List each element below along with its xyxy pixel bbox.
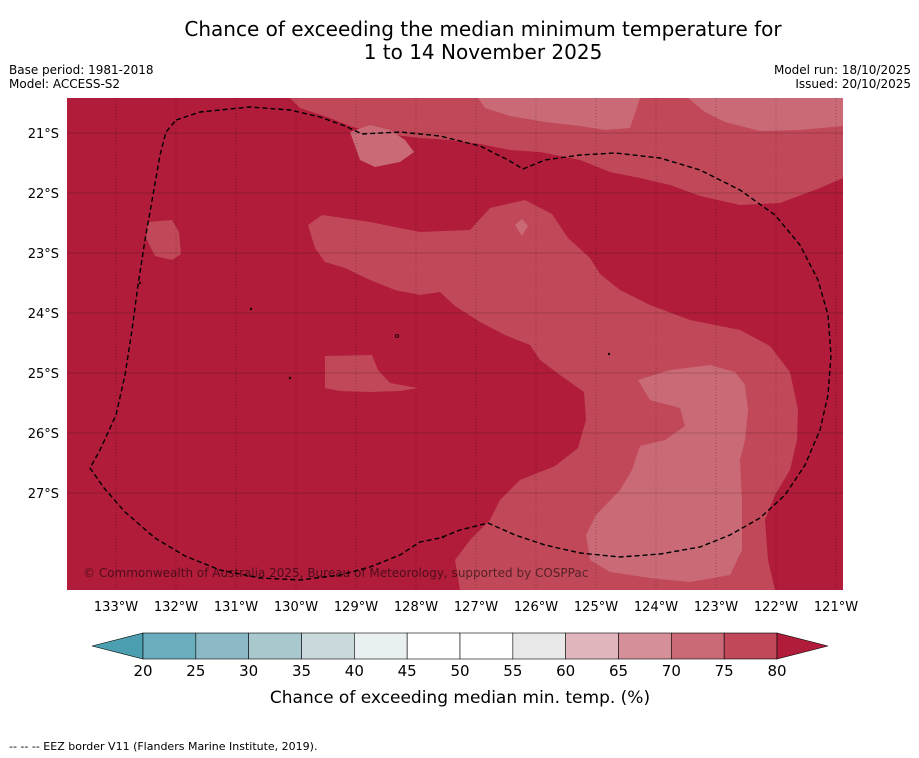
colorbar-tick-label: 70 <box>662 662 681 680</box>
colorbar-cell <box>354 632 408 660</box>
lat-label: 24°S <box>28 307 59 322</box>
colorbar-low-extend <box>91 632 144 660</box>
meta-right: Model run: 18/10/2025 Issued: 20/10/2025 <box>774 63 911 91</box>
colorbar-cells <box>142 632 778 660</box>
lon-label: 125°W <box>574 600 618 615</box>
colorbar-tick-label: 20 <box>133 662 152 680</box>
title-line-1: Chance of exceeding the median minimum t… <box>184 17 782 41</box>
lon-label: 133°W <box>94 600 138 615</box>
contour-layers <box>67 98 843 590</box>
colorbar-label: Chance of exceeding median min. temp. (%… <box>270 688 650 708</box>
colorbar-cell <box>512 632 566 660</box>
lat-label: 21°S <box>28 127 59 142</box>
colorbar-tick-label: 55 <box>503 662 522 680</box>
colorbar-tick-label: 45 <box>398 662 417 680</box>
longitude-labels: 133°W 132°W 131°W 130°W 129°W 128°W 127°… <box>94 600 858 615</box>
lon-label: 124°W <box>634 600 678 615</box>
chart-title: Chance of exceeding the median minimum t… <box>0 18 919 64</box>
colorbar-cell <box>671 632 725 660</box>
lon-label: 130°W <box>274 600 318 615</box>
lon-label: 128°W <box>394 600 438 615</box>
colorbar-cell <box>565 632 619 660</box>
title-line-2: 1 to 14 November 2025 <box>363 40 603 64</box>
lon-label: 132°W <box>154 600 198 615</box>
lat-label: 25°S <box>28 367 59 382</box>
lon-label: 123°W <box>694 600 738 615</box>
colorbar-tick-label: 50 <box>450 662 469 680</box>
lon-label: 126°W <box>514 600 558 615</box>
contour-band-75-80-patch-west <box>146 220 181 260</box>
copyright-watermark: © Commonwealth of Australia 2025, Bureau… <box>83 566 588 580</box>
colorbar-cell <box>301 632 355 660</box>
colorbar-tick-label: 60 <box>556 662 575 680</box>
eez-border <box>89 106 832 581</box>
lon-label: 122°W <box>754 600 798 615</box>
lon-label: 127°W <box>454 600 498 615</box>
latitude-labels: 21°S 22°S 23°S 24°S 25°S 26°S 27°S <box>28 127 59 502</box>
contour-band-75-80-north <box>290 98 843 205</box>
base-period-label: Base period: 1981-2018 <box>9 63 154 77</box>
eez-footnote: -- -- -- EEZ border V11 (Flanders Marine… <box>9 740 318 753</box>
colorbar: 20 25 30 35 40 45 50 55 60 65 70 75 80 Chance of exc… <box>91 632 829 708</box>
colorbar-cell <box>459 632 514 660</box>
colorbar-cell <box>406 632 461 660</box>
longitude-gridlines <box>115 98 837 590</box>
colorbar-tick-label: 75 <box>715 662 734 680</box>
meta-left: Base period: 1981-2018 Model: ACCESS-S2 <box>9 63 154 91</box>
colorbar-cell <box>723 632 778 660</box>
model-label: Model: ACCESS-S2 <box>9 77 121 91</box>
lat-label: 26°S <box>28 427 59 442</box>
lat-label: 22°S <box>28 187 59 202</box>
contour-band-70-75-south-east <box>586 365 748 582</box>
contour-band-70-75-top-right <box>688 98 843 131</box>
lat-label: 23°S <box>28 247 59 262</box>
colorbar-tick-label: 80 <box>767 662 786 680</box>
colorbar-tick-label: 65 <box>609 662 628 680</box>
colorbar-tick-label: 25 <box>186 662 205 680</box>
colorbar-cell <box>248 632 302 660</box>
contour-band-75-80-patch-center <box>325 355 418 392</box>
latitude-gridlines <box>67 132 843 494</box>
colorbar-cell <box>142 632 197 660</box>
colorbar-high-extend <box>776 632 829 660</box>
island-outlines <box>138 281 611 539</box>
lat-label: 27°S <box>28 487 59 502</box>
colorbar-tick-label: 30 <box>239 662 258 680</box>
contour-band-70-75-patch-small <box>515 219 528 236</box>
model-run-label: Model run: 18/10/2025 <box>773 63 911 77</box>
colorbar-cell <box>618 632 672 660</box>
lon-label: 131°W <box>214 600 258 615</box>
lon-label: 129°W <box>334 600 378 615</box>
lon-label: 121°W <box>814 600 858 615</box>
issued-label: Issued: 20/10/2025 <box>795 77 911 91</box>
colorbar-ticks: 20 25 30 35 40 45 50 55 60 65 70 75 80 <box>133 662 786 680</box>
contour-band-70-75-north-east <box>478 98 640 130</box>
contour-band-70-75-north <box>350 125 414 167</box>
colorbar-tick-label: 40 <box>345 662 364 680</box>
colorbar-tick-label: 35 <box>292 662 311 680</box>
colorbar-cell <box>195 632 249 660</box>
